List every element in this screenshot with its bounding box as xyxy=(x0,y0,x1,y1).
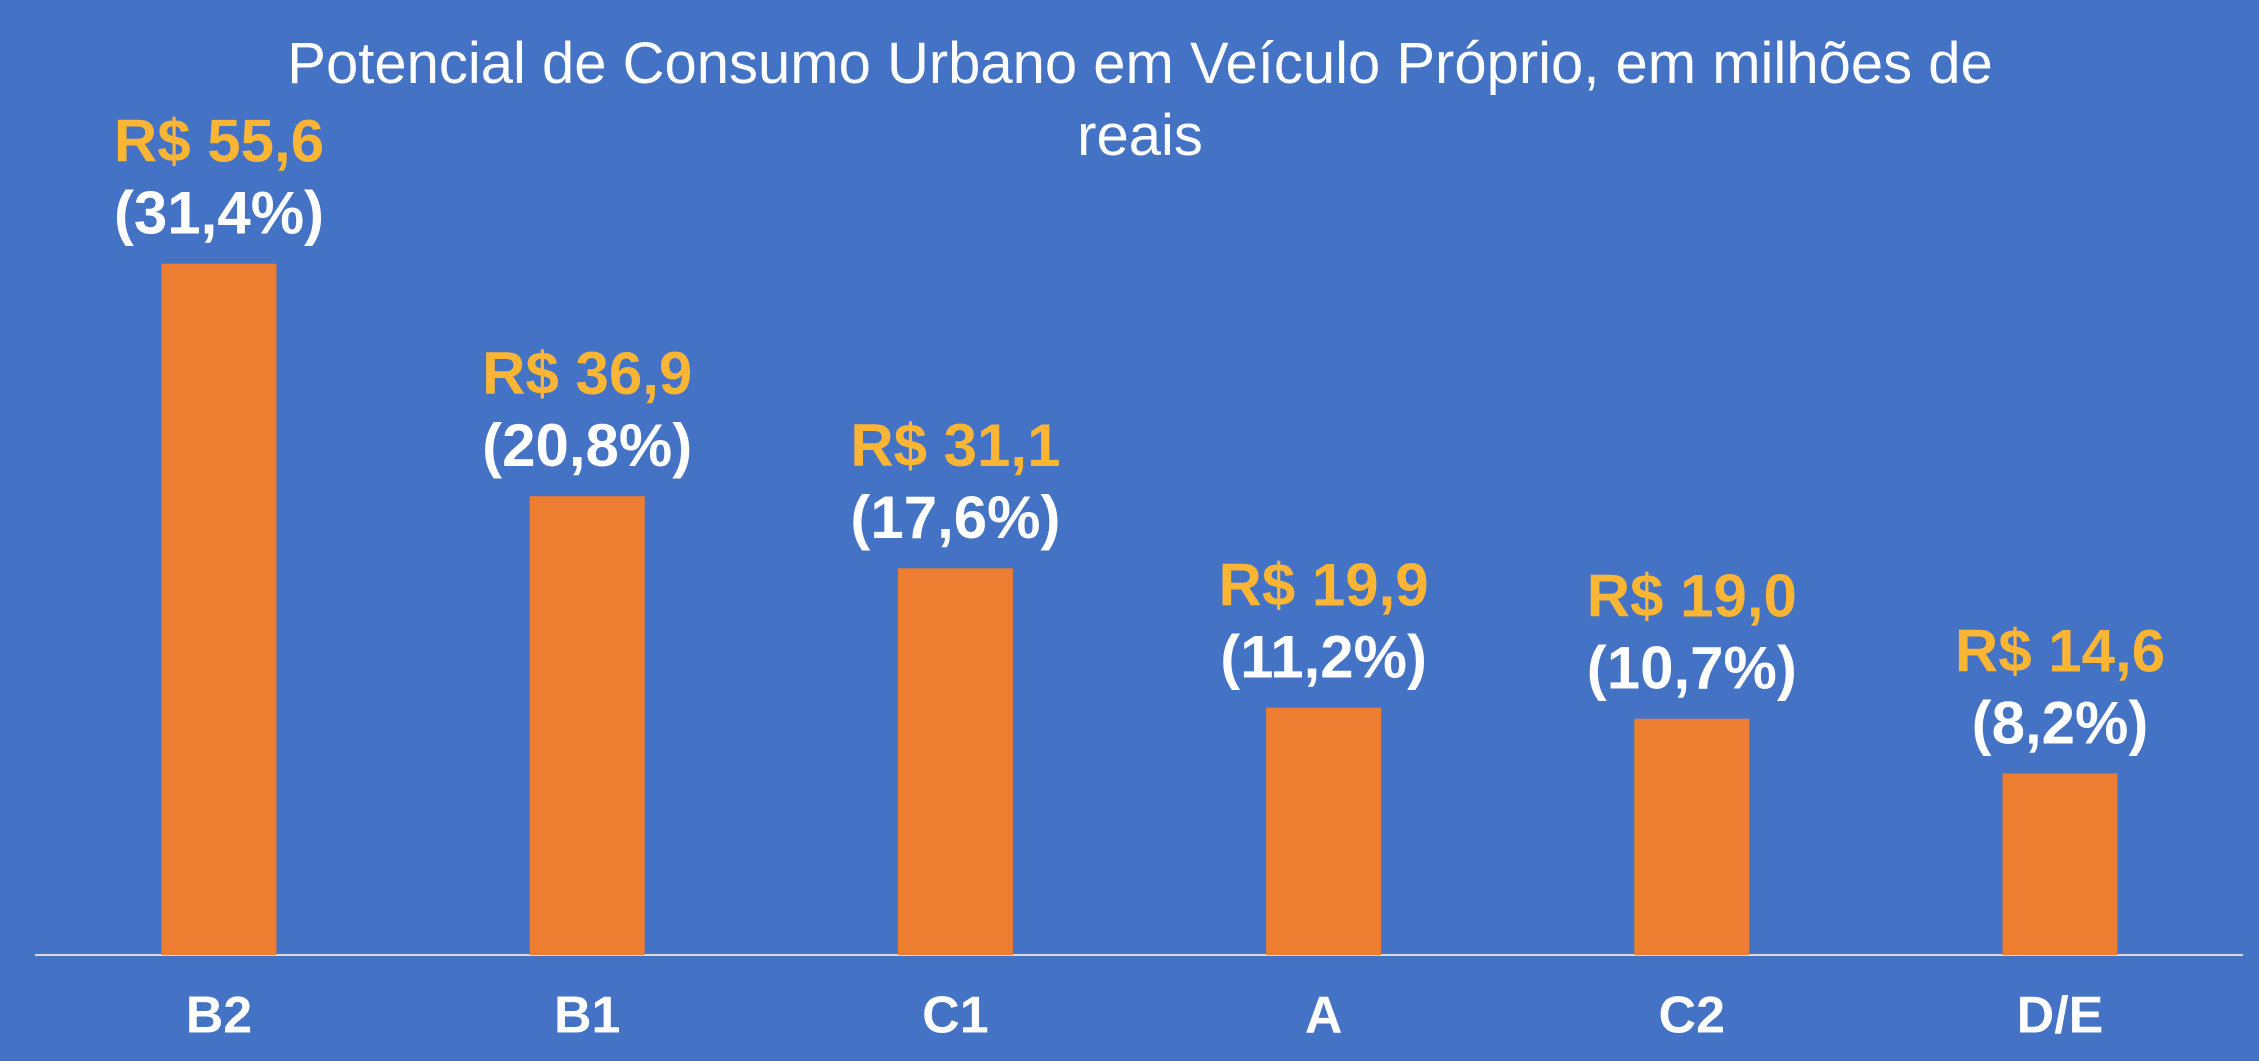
percent-label: (31,4%) xyxy=(114,180,324,247)
x-tick-label: B2 xyxy=(186,987,252,1045)
percent-label: (20,8%) xyxy=(482,412,692,479)
chart-title: Potencial de Consumo Urbano em Veículo P… xyxy=(287,31,1993,168)
value-label: R$ 14,6 xyxy=(1955,617,2165,684)
percent-label: (11,2%) xyxy=(1220,623,1427,690)
x-tick-label: C2 xyxy=(1659,987,1725,1045)
bar xyxy=(529,496,645,955)
x-tick-label: C1 xyxy=(922,987,988,1045)
x-tick-label: A xyxy=(1305,987,1343,1045)
bar xyxy=(1266,707,1382,955)
x-tick-label: B1 xyxy=(554,987,620,1045)
value-label: R$ 36,9 xyxy=(482,340,692,407)
percent-label: (17,6%) xyxy=(850,484,1060,551)
percent-label: (10,7%) xyxy=(1587,635,1797,702)
bar xyxy=(1634,718,1750,955)
bar xyxy=(897,568,1013,955)
x-tick-label: D/E xyxy=(2017,987,2104,1045)
bar xyxy=(2002,773,2118,955)
percent-label: (8,2%) xyxy=(1972,689,2149,756)
value-label: R$ 19,9 xyxy=(1219,551,1429,618)
value-label: R$ 19,0 xyxy=(1587,563,1797,630)
bar xyxy=(161,263,277,955)
value-label: R$ 55,6 xyxy=(114,108,324,175)
value-label: R$ 31,1 xyxy=(850,412,1060,479)
